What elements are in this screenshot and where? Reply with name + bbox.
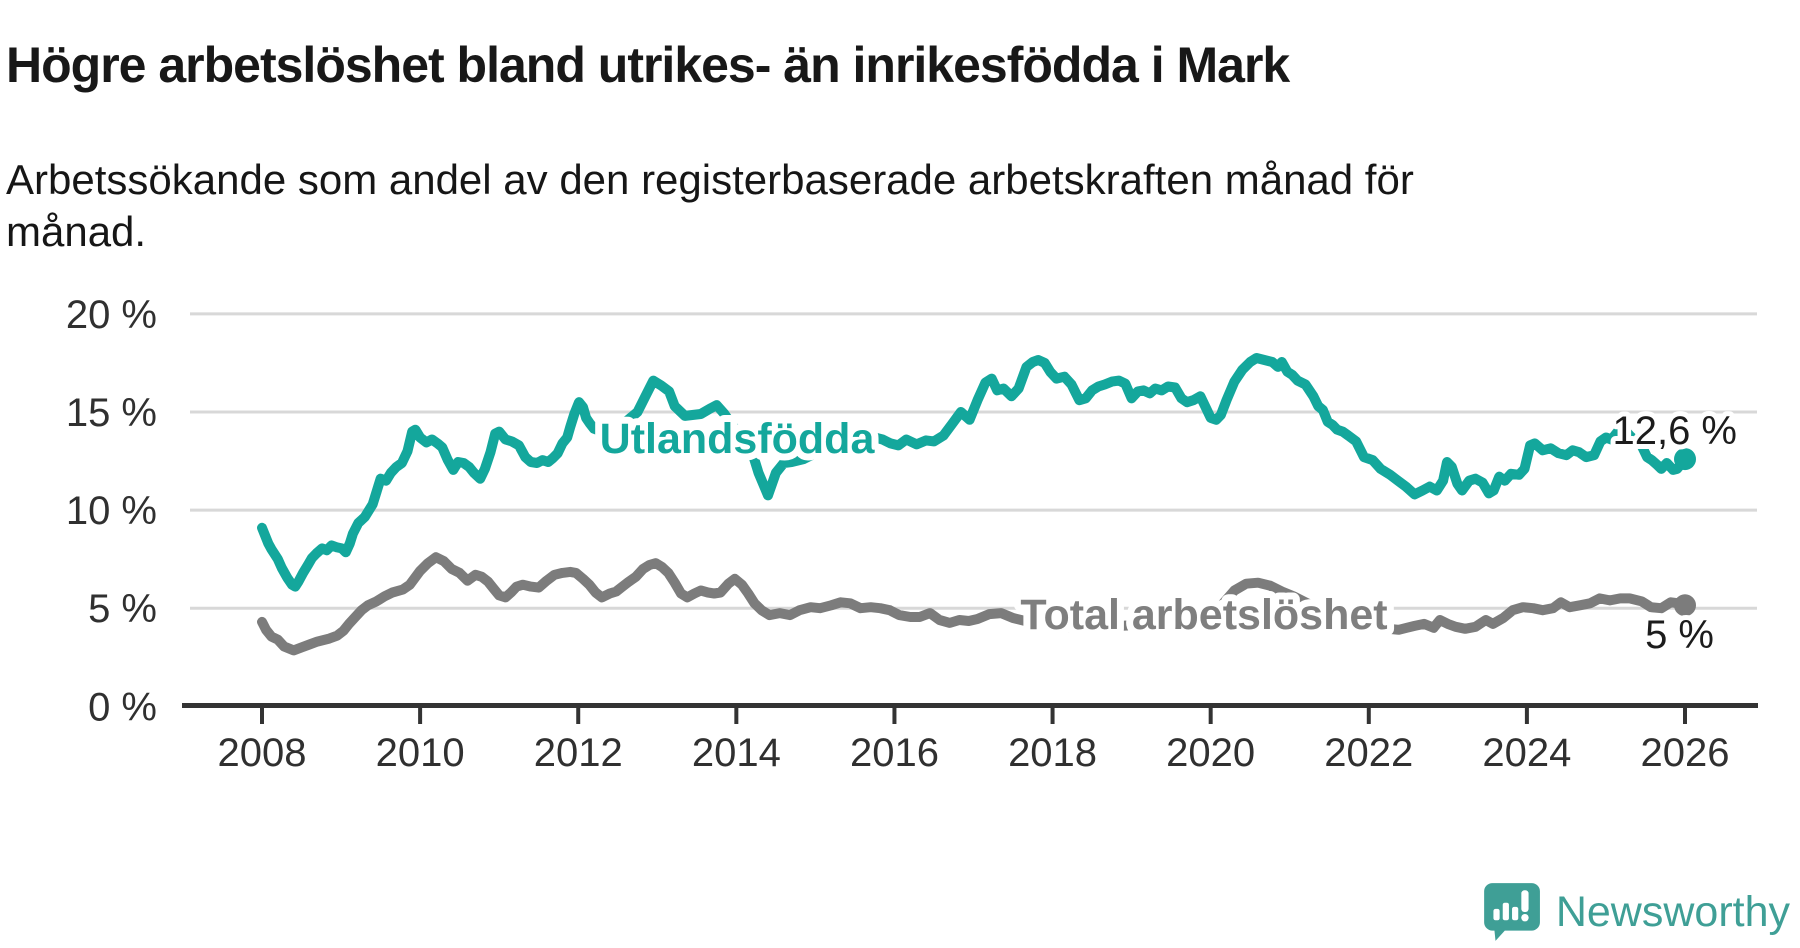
y-tick-label-20: 20 % (66, 293, 157, 337)
y-tick-label-10: 10 % (66, 489, 157, 533)
logo-exclamation-bar (1521, 890, 1529, 912)
logo-bar-1 (1493, 908, 1500, 921)
branding-wordmark: Newsworthy (1555, 887, 1790, 936)
chart-subtitle: Arbetssökande som andel av den registerb… (6, 156, 1414, 256)
x-axis-labels: 2008 2010 2012 2014 2016 2018 2020 2022 2024 2026 (218, 731, 1730, 775)
end-value-label-total: 5 % (1645, 613, 1714, 657)
y-tick-label-0: 0 % (88, 685, 157, 729)
series-end-dot-1 (1674, 594, 1697, 617)
y-tick-label-5: 5 % (88, 587, 157, 631)
chart-title: Högre arbetslöshet bland utrikes- än inr… (6, 36, 1290, 93)
series-paths (257, 353, 1697, 656)
end-value-label-utlandsfodda: 12,6 % (1612, 409, 1737, 453)
series-line-0 (257, 353, 1690, 592)
series-end-dot-0 (1674, 448, 1697, 471)
x-tick-label-2012: 2012 (534, 731, 623, 775)
x-tick-label-2008: 2008 (218, 731, 307, 775)
x-tick-label-2026: 2026 (1641, 731, 1730, 775)
logo-bar-2 (1502, 902, 1509, 921)
x-tick-label-2024: 2024 (1482, 731, 1571, 775)
logo-exclamation-dot (1521, 913, 1529, 922)
y-tick-label-15: 15 % (66, 391, 157, 435)
x-axis (182, 703, 1758, 724)
x-tick-label-2020: 2020 (1166, 731, 1255, 775)
series-line-1 (257, 552, 1690, 656)
x-tick-label-2016: 2016 (850, 731, 939, 775)
newsworthy-logo-icon (1483, 883, 1540, 941)
series-label-total-arbetsloshet: Total arbetslöshet (1020, 591, 1387, 639)
speech-bubble-shape (1483, 883, 1540, 941)
x-tick-label-2018: 2018 (1008, 731, 1097, 775)
branding: Newsworthy (1480, 880, 1790, 944)
x-tick-label-2014: 2014 (692, 731, 781, 775)
logo-bar-3 (1511, 906, 1519, 921)
y-axis-labels: 0 % 5 % 10 % 15 % 20 % (66, 293, 157, 729)
x-tick-label-2010: 2010 (376, 731, 465, 775)
series-label-utlandsfodda: Utlandsfödda (600, 415, 876, 463)
x-tick-label-2022: 2022 (1324, 731, 1413, 775)
